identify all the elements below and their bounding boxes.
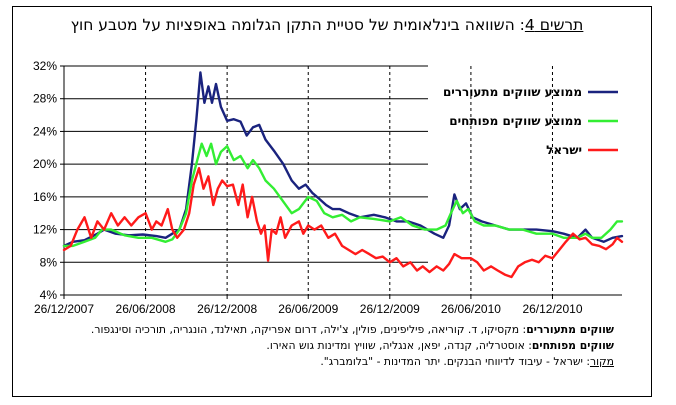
x-tick-label: 26/06/2010 [441,302,501,316]
chart-frame [12,6,652,397]
note-developed-label: שווקים מפותחים [531,339,614,352]
chart-title: תרשים 4: השוואה בינלאומית של סטיית התקן … [18,14,636,36]
note-source-label: מקור [589,355,614,368]
chart-title-text: : השוואה בינלאומית של סטיית התקן הגלומה … [70,16,525,34]
y-tick-label: 24% [33,124,57,138]
x-tick-label: 26/06/2008 [116,302,176,316]
y-tick-label: 28% [33,92,57,106]
chart-title-label: תרשים 4 [524,16,584,34]
note-source: מקור: ישראל - עיבוד לדיווחי הבנקים. יתר … [22,354,614,370]
note-developed-text: : אוסטרליה, קנדה, יפאן, אנגליה, שוויץ ומ… [266,339,532,352]
x-tick-label: 26/06/2009 [278,302,338,316]
y-tick-label: 8% [40,255,58,269]
y-tick-label: 16% [33,190,57,204]
x-tick-label: 26/12/2008 [197,302,257,316]
y-tick-label: 20% [33,157,57,171]
note-emerging: שווקים מתעוררים: מקסיקו, ד. קוריאה, פילי… [22,322,614,338]
legend-label-2: ישראל [546,143,582,157]
note-developed: שווקים מפותחים: אוסטרליה, קנדה, יפאן, אנ… [22,338,614,354]
y-tick-label: 12% [33,223,57,237]
series-line-2 [62,166,624,279]
chart-notes: שווקים מתעוררים: מקסיקו, ד. קוריאה, פילי… [22,322,614,370]
x-tick-label: 26/12/2007 [34,302,94,316]
legend-label-0: ממוצע שווקים מתעוררים [443,85,582,99]
y-tick-label: 4% [40,288,58,302]
y-tick-label: 32% [33,59,57,73]
x-tick-label: 26/12/2009 [360,302,420,316]
note-emerging-label: שווקים מתעוררים [526,323,614,336]
x-tick-label: 26/12/2010 [522,302,582,316]
note-emerging-text: : מקסיקו, ד. קוריאה, פיליפינים, פולין, צ… [90,323,527,336]
legend-label-1: ממוצע שווקים מפותחים [449,114,582,128]
note-source-text: : ישראל - עיבוד לדיווחי הבנקים. יתר המדי… [320,355,590,368]
